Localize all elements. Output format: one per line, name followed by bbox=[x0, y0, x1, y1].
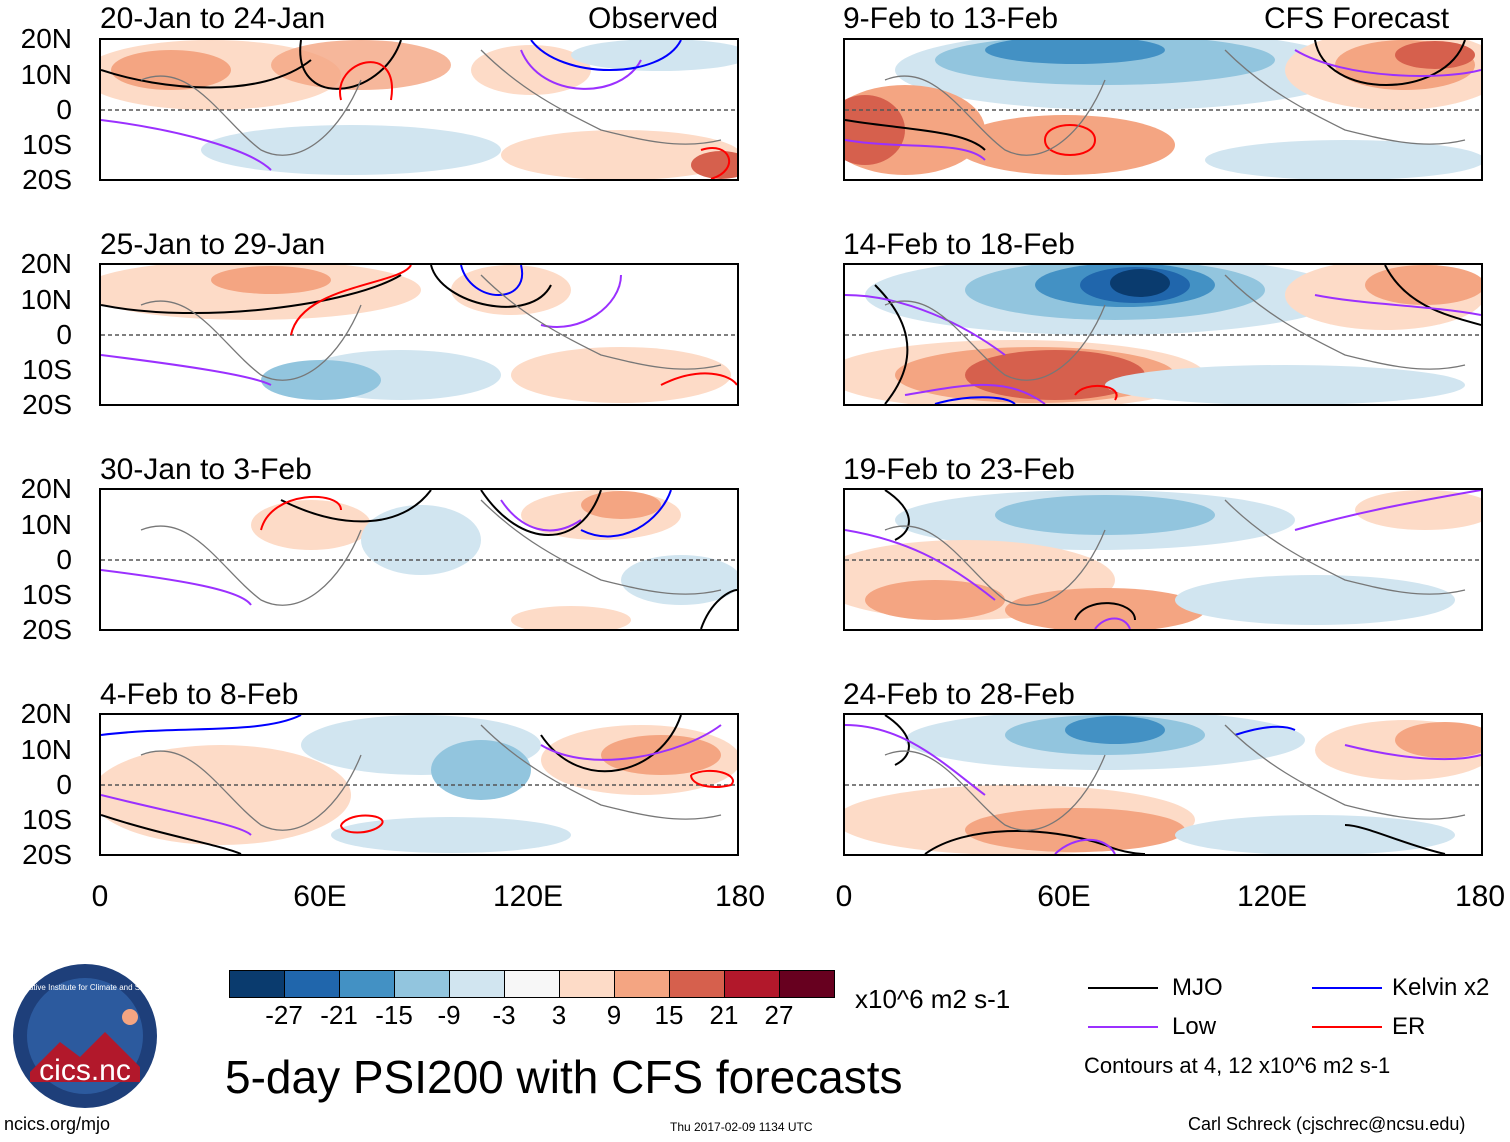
panel-date-range: 25-Jan to 29-Jan bbox=[100, 228, 326, 261]
colorbar-swatch bbox=[285, 971, 340, 997]
map-observed-1 bbox=[99, 38, 739, 181]
lat-label: 20N bbox=[20, 248, 72, 279]
lat-label: 10S bbox=[22, 354, 72, 385]
panel-date-range: 24-Feb to 28-Feb bbox=[843, 678, 1075, 711]
map-forecast-3 bbox=[843, 488, 1483, 631]
lat-label: 0 bbox=[56, 544, 72, 575]
colorbar-swatch bbox=[230, 971, 285, 997]
panel-date-range: 9-Feb to 13-Feb bbox=[843, 2, 1059, 35]
panel-date-range: 14-Feb to 18-Feb bbox=[843, 228, 1075, 261]
lat-label: 10N bbox=[20, 734, 72, 765]
map-observed-2 bbox=[99, 263, 739, 406]
colorbar-tick: -27 bbox=[265, 1000, 303, 1030]
lon-label: 120E bbox=[1236, 880, 1308, 913]
map-forecast-2 bbox=[843, 263, 1483, 406]
colorbar-tick: 3 bbox=[551, 1000, 567, 1030]
lat-label: 20S bbox=[22, 614, 72, 645]
legend-label-low: Low bbox=[1172, 1013, 1217, 1040]
lat-label: 10S bbox=[22, 579, 72, 610]
panel-date-range: 19-Feb to 23-Feb bbox=[843, 453, 1075, 486]
lat-label: 20S bbox=[22, 839, 72, 870]
lat-label: 20N bbox=[20, 23, 72, 54]
lat-label: 10S bbox=[22, 129, 72, 160]
colorbar-swatch bbox=[780, 971, 834, 997]
lat-label: 20N bbox=[20, 698, 72, 729]
lat-label: 20S bbox=[22, 164, 72, 195]
footer-url[interactable]: ncics.org/mjo bbox=[4, 1114, 111, 1134]
lon-label: 0 bbox=[91, 880, 109, 913]
lon-label: 60E bbox=[1037, 880, 1091, 913]
lat-label: 0 bbox=[56, 319, 72, 350]
colorbar-tick: 15 bbox=[654, 1000, 684, 1030]
lat-label: 0 bbox=[56, 769, 72, 800]
lat-label: 10N bbox=[20, 284, 72, 315]
colorbar-swatch bbox=[725, 971, 780, 997]
colorbar-tick: -9 bbox=[437, 1000, 461, 1030]
colorbar-tick: 9 bbox=[606, 1000, 622, 1030]
footer-author[interactable]: Carl Schreck (cjschrec@ncsu.edu) bbox=[1188, 1114, 1466, 1134]
panel-date-range: 4-Feb to 8-Feb bbox=[100, 678, 299, 711]
colorbar-swatch bbox=[560, 971, 615, 997]
colorbar-tick: -15 bbox=[375, 1000, 413, 1030]
colorbar-swatch bbox=[450, 971, 505, 997]
logo-ring-text: Cooperative Institute for Climate and Sa… bbox=[10, 983, 160, 992]
footer-timestamp: Thu 2017-02-09 1134 UTC bbox=[670, 1120, 813, 1134]
colorbar-tick: 21 bbox=[709, 1000, 739, 1030]
colorbar-swatch bbox=[670, 971, 725, 997]
lat-label: 0 bbox=[56, 94, 72, 125]
colorbar-swatch bbox=[615, 971, 670, 997]
lon-label: 180 bbox=[1454, 880, 1506, 913]
logo-text: cics.nc bbox=[39, 1054, 131, 1087]
map-observed-3 bbox=[99, 488, 739, 631]
lon-label: 60E bbox=[293, 880, 347, 913]
lat-label: 20N bbox=[20, 473, 72, 504]
main-title: 5-day PSI200 with CFS forecasts bbox=[225, 1051, 903, 1103]
legend-line-er bbox=[1312, 1026, 1382, 1028]
legend-line-low bbox=[1088, 1026, 1158, 1028]
lat-label: 10S bbox=[22, 804, 72, 835]
colorbar-swatch bbox=[505, 971, 560, 997]
lat-label: 10N bbox=[20, 59, 72, 90]
legend-line-kelvin bbox=[1312, 987, 1382, 989]
map-forecast-4 bbox=[843, 713, 1483, 856]
lon-label: 120E bbox=[492, 880, 564, 913]
colorbar-swatch bbox=[340, 971, 395, 997]
legend-label-mjo: MJO bbox=[1172, 974, 1223, 1001]
panel-date-range: 30-Jan to 3-Feb bbox=[100, 453, 312, 486]
lon-label: 180 bbox=[714, 880, 766, 913]
lat-label: 20S bbox=[22, 389, 72, 420]
legend-line-mjo bbox=[1088, 987, 1158, 989]
colorbar-tick: 27 bbox=[764, 1000, 794, 1030]
map-forecast-1 bbox=[843, 38, 1483, 181]
colorbar bbox=[229, 970, 835, 998]
observed-header: Observed bbox=[588, 2, 719, 35]
lon-label: 0 bbox=[835, 880, 853, 913]
colorbar-tick: -21 bbox=[320, 1000, 358, 1030]
legend-label-kelvin: Kelvin x2 bbox=[1392, 974, 1490, 1001]
colorbar-swatch bbox=[395, 971, 450, 997]
colorbar-tick: -3 bbox=[492, 1000, 516, 1030]
lat-label: 10N bbox=[20, 509, 72, 540]
colorbar-units: x10^6 m2 s-1 bbox=[855, 984, 1011, 1014]
legend-label-er: ER bbox=[1392, 1013, 1426, 1040]
legend-note: Contours at 4, 12 x10^6 m2 s-1 bbox=[1084, 1053, 1391, 1078]
panel-date-range: 20-Jan to 24-Jan bbox=[100, 2, 326, 35]
cics-logo: Cooperative Institute for Climate and Sa… bbox=[3, 962, 167, 1110]
map-observed-4 bbox=[99, 713, 739, 856]
forecast-header: CFS Forecast bbox=[1264, 2, 1450, 35]
